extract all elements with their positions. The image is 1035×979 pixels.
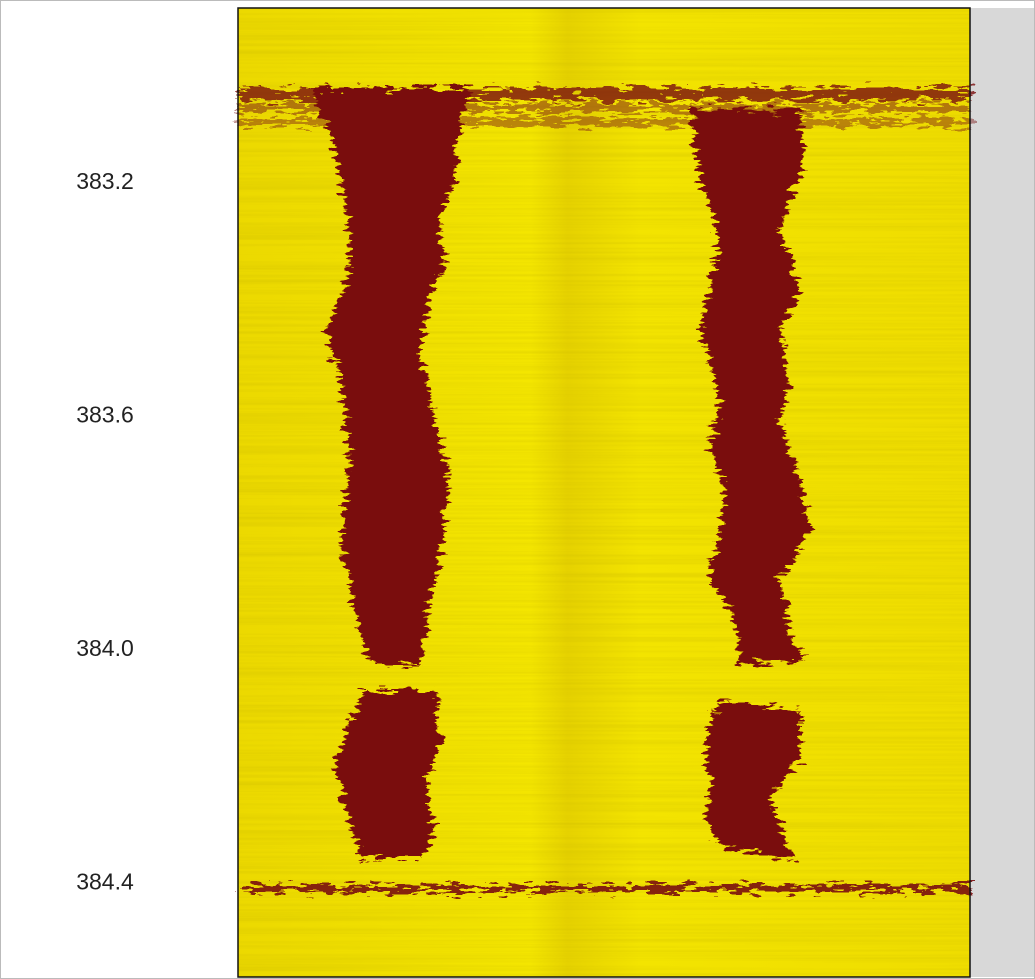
side-panel [970, 8, 1034, 977]
chart: 383.2 383.6 384.0 384.4 [0, 0, 1035, 979]
y-tick-label: 383.6 [76, 402, 134, 428]
y-tick-label: 384.0 [76, 635, 134, 661]
borehole-image [238, 8, 970, 977]
page: 383.2383.6384.0384.4 (() => { const data… [0, 0, 1035, 979]
y-tick-label: 383.2 [76, 168, 134, 194]
band [238, 885, 970, 892]
y-tick-label: 384.4 [76, 869, 134, 895]
